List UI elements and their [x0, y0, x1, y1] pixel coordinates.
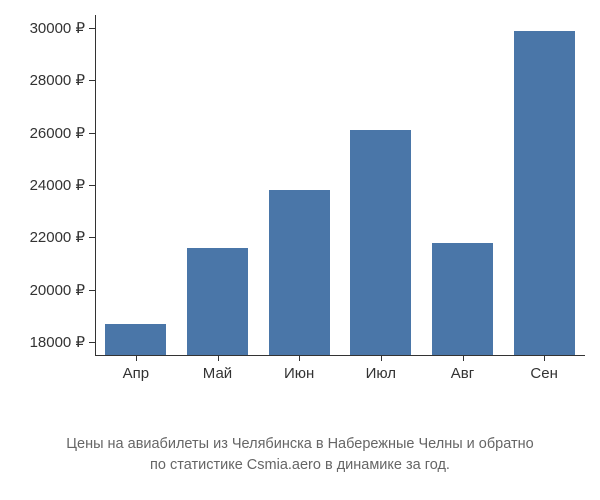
y-tick-label: 24000 ₽	[30, 176, 85, 194]
y-tick-mark	[89, 80, 95, 81]
y-tick-mark	[89, 237, 95, 238]
bar	[514, 31, 575, 355]
chart-caption: Цены на авиабилеты из Челябинска в Набер…	[0, 434, 600, 475]
y-tick-label: 30000 ₽	[30, 19, 85, 37]
x-tick-mark	[136, 355, 137, 361]
bar	[187, 248, 248, 355]
x-tick-mark	[463, 355, 464, 361]
plot-area	[95, 15, 585, 355]
bar	[350, 130, 411, 355]
y-tick-mark	[89, 290, 95, 291]
bar	[432, 243, 493, 355]
x-tick-mark	[299, 355, 300, 361]
bar	[105, 324, 166, 355]
caption-line-2: по статистике Csmia.aero в динамике за г…	[0, 455, 600, 475]
y-tick-mark	[89, 28, 95, 29]
y-tick-label: 22000 ₽	[30, 228, 85, 246]
x-tick-mark	[218, 355, 219, 361]
x-tick-label: Июл	[366, 365, 396, 382]
x-axis-line	[95, 355, 585, 356]
x-tick-label: Апр	[123, 365, 149, 382]
y-tick-label: 18000 ₽	[30, 333, 85, 351]
x-tick-label: Июн	[284, 365, 314, 382]
y-tick-mark	[89, 342, 95, 343]
y-tick-mark	[89, 133, 95, 134]
y-tick-label: 20000 ₽	[30, 281, 85, 299]
bar-chart: 18000 ₽20000 ₽22000 ₽24000 ₽26000 ₽28000…	[95, 15, 585, 395]
bar	[269, 190, 330, 355]
x-tick-label: Авг	[451, 365, 474, 382]
x-tick-label: Сен	[530, 365, 557, 382]
y-tick-label: 26000 ₽	[30, 124, 85, 142]
y-tick-mark	[89, 185, 95, 186]
x-tick-label: Май	[203, 365, 232, 382]
caption-line-1: Цены на авиабилеты из Челябинска в Набер…	[0, 434, 600, 454]
x-tick-mark	[381, 355, 382, 361]
y-tick-label: 28000 ₽	[30, 71, 85, 89]
x-tick-mark	[544, 355, 545, 361]
